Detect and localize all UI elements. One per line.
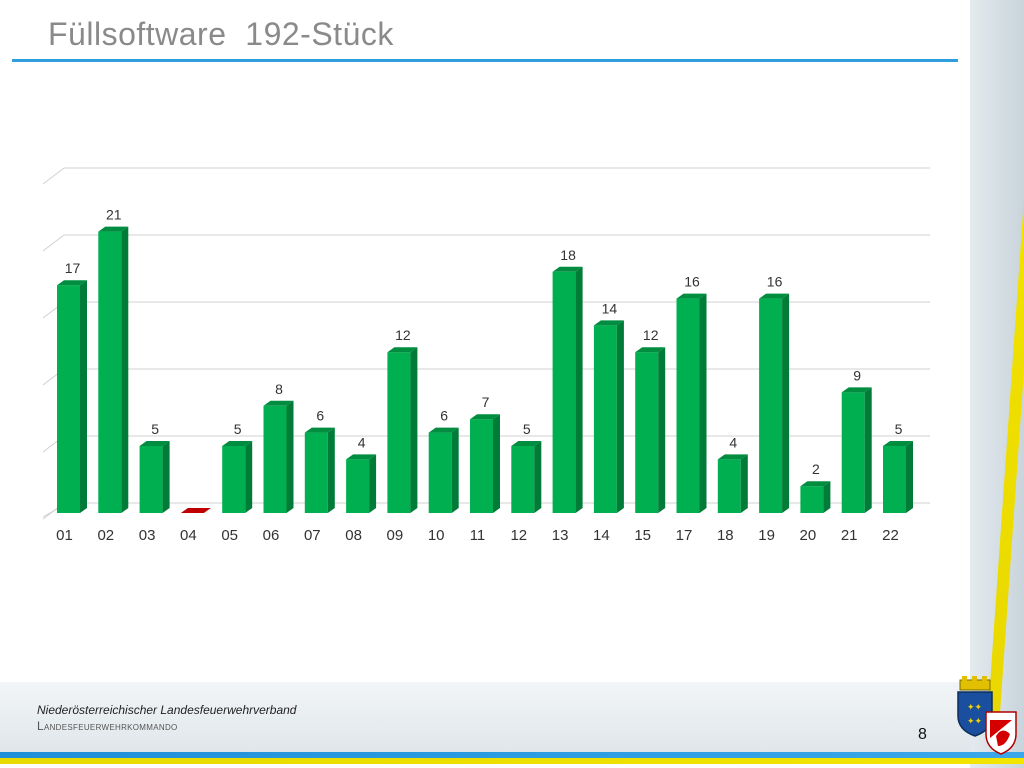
bar-13 [552,266,583,513]
x-tick-label-07: 07 [304,527,321,544]
bar-14 [593,320,624,513]
data-label-18: 4 [729,434,737,450]
bar-02 [98,226,129,513]
x-tick-label-20: 20 [800,527,817,544]
x-tick-label-13: 13 [552,527,569,544]
data-label-03: 5 [151,421,159,437]
bar-05 [222,441,253,513]
bar-07 [304,427,335,513]
data-label-19: 16 [767,274,783,290]
data-label-06: 8 [275,381,283,397]
svg-text:✦✦: ✦✦ [967,703,983,713]
bar-19 [759,293,790,513]
coat-of-arms-icon: ✦✦ ✦✦ [957,676,1017,755]
bar-21 [841,387,872,513]
data-label-17: 16 [684,274,700,290]
bar-15 [635,347,666,513]
x-tick-label-05: 05 [221,527,238,544]
data-label-02: 21 [106,207,122,223]
slide-title: Füllsoftware 192-Stück [48,16,394,52]
bar-17 [676,293,707,513]
x-tick-label-02: 02 [97,527,114,544]
bar-11 [470,414,500,513]
org-name: Niederösterreichischer Landesfeuerwehrve… [37,703,297,717]
data-label-05: 5 [234,421,242,437]
right-decor-strip [970,0,1024,768]
x-tick-label-06: 06 [263,527,280,544]
footer-yellow-line [0,758,1024,764]
data-label-13: 18 [560,247,576,263]
bar-08 [346,454,377,513]
bar-06 [263,400,294,513]
gridline [42,234,930,252]
x-tick-label-08: 08 [345,527,362,544]
data-label-15: 12 [643,327,659,343]
data-label-11: 7 [482,394,490,410]
gridline [42,301,930,319]
bar-01 [57,280,87,513]
x-tick-label-09: 09 [387,527,404,544]
data-label-01: 17 [65,260,81,276]
x-tick-label-12: 12 [510,527,527,544]
x-tick-label-18: 18 [717,527,734,544]
data-label-22: 5 [895,421,903,437]
footer-blue-line [0,752,1024,758]
org-subtitle: Landesfeuerwehrkommando [37,719,178,733]
x-tick-label-22: 22 [882,527,899,544]
x-tick-label-11: 11 [470,527,486,544]
data-label-09: 12 [395,327,411,343]
bar-10 [428,427,459,513]
data-label-07: 6 [316,408,324,424]
page-number: 8 [918,726,927,743]
data-label-12: 5 [523,421,531,437]
title-underline [12,59,958,62]
bar-22 [883,441,913,513]
x-tick-label-04: 04 [180,527,197,544]
bar-18 [717,454,748,513]
bar-chart: 17 01 21 02 5 03 04 5 05 8 06 6 07 4 08 12 09 6 10 7 11 5 12 18… [42,167,930,544]
data-label-20: 2 [812,461,820,477]
bar-04 [180,508,211,513]
gridline [42,368,930,386]
footer-band [0,682,972,754]
bar-03 [139,441,170,513]
data-label-21: 9 [853,367,861,383]
x-tick-label-17: 17 [676,527,693,544]
svg-text:✦✦: ✦✦ [967,717,983,727]
bar-09 [387,347,418,513]
bar-12 [511,441,542,513]
data-label-10: 6 [440,408,448,424]
yellow-accent-line [987,20,1024,720]
x-tick-label-19: 19 [758,527,775,544]
x-tick-label-21: 21 [841,527,858,544]
data-label-08: 4 [358,434,366,450]
x-tick-label-03: 03 [139,527,156,544]
gridline [42,167,930,185]
bar-20 [800,481,831,513]
x-tick-label-15: 15 [634,527,651,544]
x-tick-label-14: 14 [593,527,610,544]
x-tick-label-01: 01 [56,527,73,544]
data-label-14: 14 [602,300,618,316]
x-tick-label-10: 10 [428,527,445,544]
